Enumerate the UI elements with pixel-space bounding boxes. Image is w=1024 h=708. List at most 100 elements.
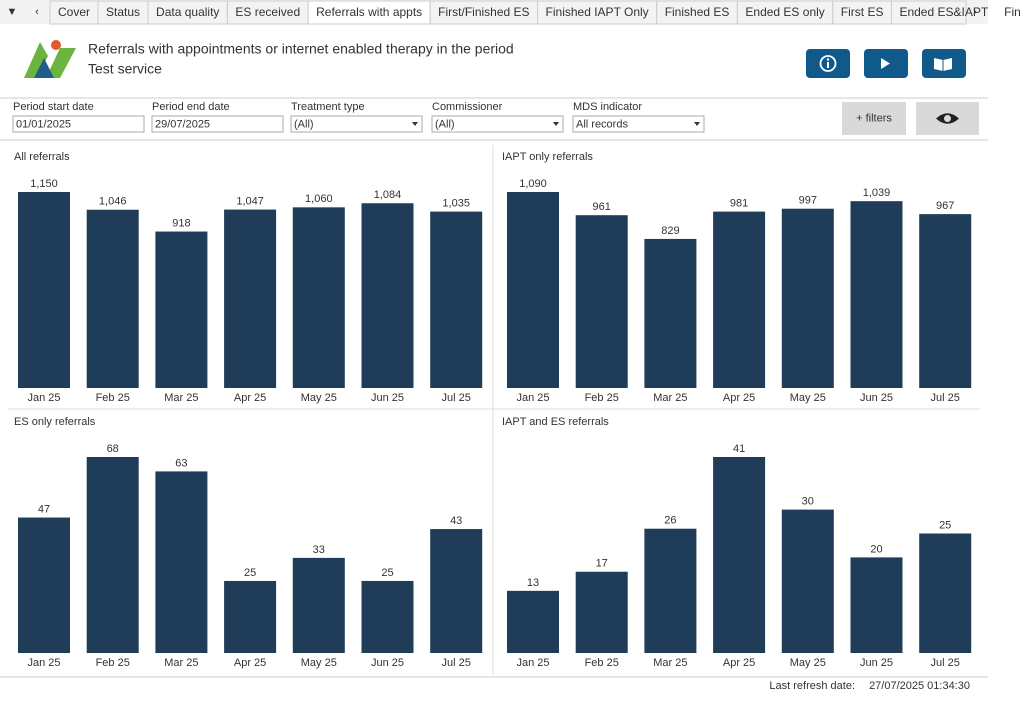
data-label: 30 — [802, 495, 814, 507]
tab-prev[interactable]: ‹ — [35, 6, 39, 18]
data-label: 1,090 — [519, 178, 547, 190]
bar — [18, 192, 70, 388]
bar — [575, 215, 628, 388]
tab-label[interactable]: Fin — [1004, 5, 1021, 19]
tab-label[interactable]: Finished IAPT Only — [546, 5, 649, 19]
data-label: 1,039 — [863, 187, 891, 199]
x-tick-label: Jul 25 — [931, 392, 960, 404]
filter-value[interactable]: (All) — [435, 118, 455, 130]
data-label: 33 — [313, 544, 325, 556]
guide-button[interactable] — [922, 49, 966, 78]
x-tick-label: May 25 — [301, 657, 337, 669]
tab-label[interactable]: Finished ES — [665, 5, 730, 19]
bar — [224, 580, 277, 653]
data-label: 25 — [939, 519, 951, 531]
bar — [507, 590, 559, 653]
x-tick-label: Mar 25 — [653, 657, 687, 669]
filter-label: Period end date — [152, 101, 230, 113]
filter-input[interactable] — [151, 115, 284, 133]
filter-input[interactable] — [572, 115, 705, 133]
bar — [86, 209, 139, 388]
data-label: 43 — [450, 515, 462, 527]
filter-label: Treatment type — [291, 101, 365, 113]
x-tick-label: Jul 25 — [442, 392, 471, 404]
filter-value[interactable]: (All) — [294, 118, 314, 130]
tab-label[interactable]: ES received — [235, 5, 300, 19]
filter-label: Commissioner — [432, 101, 503, 113]
tab-next[interactable]: › — [973, 6, 977, 18]
chart-title: IAPT and ES referrals — [502, 416, 609, 428]
bar — [713, 457, 766, 653]
data-label: 68 — [107, 443, 119, 455]
x-tick-label: Feb 25 — [585, 657, 619, 669]
x-tick-label: Feb 25 — [96, 392, 130, 404]
data-label: 26 — [664, 515, 676, 527]
chart-title: All referrals — [14, 151, 70, 163]
refresh-label: Last refresh date: — [769, 680, 855, 692]
x-tick-label: May 25 — [790, 657, 826, 669]
bar — [850, 557, 903, 653]
filters-button-label[interactable]: + filters — [856, 112, 892, 124]
x-tick-label: Mar 25 — [653, 392, 687, 404]
filter-value[interactable]: 01/01/2025 — [16, 118, 71, 130]
data-label: 20 — [870, 543, 882, 555]
chart-title: ES only referrals — [14, 416, 96, 428]
bar — [919, 214, 972, 388]
x-tick-label: Jun 25 — [371, 657, 404, 669]
tab-label[interactable]: Status — [106, 5, 140, 19]
play-button[interactable] — [864, 49, 908, 78]
bar — [919, 533, 972, 653]
tab-label[interactable]: First/Finished ES — [438, 5, 529, 19]
x-tick-label: Jan 25 — [27, 657, 60, 669]
tab-menu[interactable]: ▼ — [7, 6, 18, 18]
data-label: 961 — [593, 201, 611, 213]
view-button[interactable] — [916, 102, 979, 135]
page-title: Referrals with appointments or internet … — [88, 41, 514, 57]
tab-label[interactable]: Ended ES&IAPT — [899, 5, 988, 19]
x-tick-label: Feb 25 — [96, 657, 130, 669]
data-label: 17 — [596, 558, 608, 570]
x-tick-label: Jan 25 — [516, 657, 549, 669]
bar — [507, 192, 559, 388]
dropdown-arrow — [412, 122, 418, 126]
tab-label[interactable]: Referrals with appts — [316, 5, 422, 19]
tab-label[interactable]: Data quality — [156, 5, 219, 19]
chart-title: IAPT only referrals — [502, 151, 593, 163]
filter-value[interactable]: 29/07/2025 — [155, 118, 210, 130]
bar — [430, 211, 483, 388]
tab-label[interactable]: Cover — [58, 5, 90, 19]
filters-button[interactable]: + filters — [842, 102, 906, 135]
info-button[interactable] — [806, 49, 850, 78]
data-label: 967 — [936, 200, 954, 212]
tab-label[interactable]: Ended ES only — [745, 5, 824, 19]
tab-label[interactable]: First ES — [841, 5, 884, 19]
data-label: 981 — [730, 198, 748, 210]
bar — [850, 201, 903, 388]
filter-input[interactable] — [431, 115, 564, 133]
bar — [18, 517, 70, 653]
x-tick-label: Apr 25 — [723, 392, 755, 404]
data-label: 25 — [244, 567, 256, 579]
bar — [575, 571, 628, 653]
filter-input[interactable] — [12, 115, 145, 133]
x-tick-label: Jul 25 — [931, 657, 960, 669]
data-label: 13 — [527, 577, 539, 589]
tab[interactable] — [890, 0, 967, 25]
data-label: 1,047 — [236, 195, 264, 207]
logo — [24, 40, 76, 78]
bar — [644, 238, 697, 388]
filter-input[interactable] — [290, 115, 423, 133]
x-tick-label: Feb 25 — [585, 392, 619, 404]
bar — [781, 509, 834, 653]
filter-value[interactable]: All records — [576, 118, 628, 130]
x-tick-label: Apr 25 — [723, 657, 755, 669]
x-tick-label: Jun 25 — [371, 392, 404, 404]
data-label: 1,035 — [442, 198, 470, 210]
data-label: 1,046 — [99, 196, 127, 208]
bar — [292, 557, 345, 653]
bar — [86, 457, 139, 653]
bar — [292, 207, 345, 388]
data-label: 829 — [661, 225, 679, 237]
data-label: 41 — [733, 443, 745, 455]
